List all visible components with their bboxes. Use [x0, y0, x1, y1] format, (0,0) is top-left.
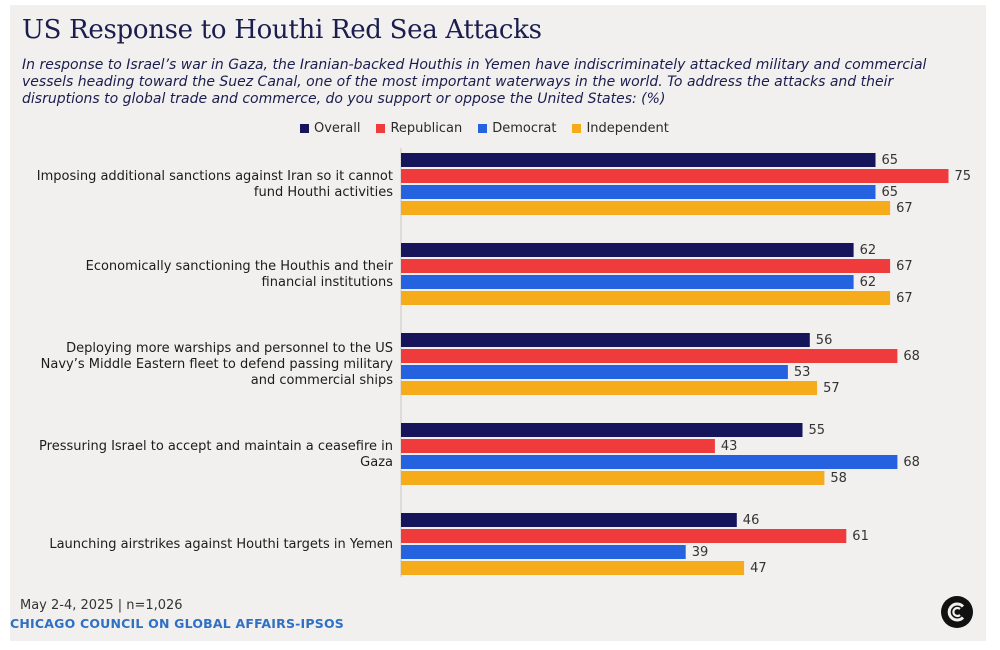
- bar-value-label: 56: [816, 333, 833, 348]
- bar-value-label: 43: [721, 439, 738, 454]
- bar-value-label: 65: [882, 185, 899, 200]
- chart-subtitle: In response to Israel’s war in Gaza, the…: [22, 57, 927, 107]
- bar-republican: [401, 169, 949, 183]
- legend-label: Independent: [586, 121, 669, 136]
- bar-value-label: 65: [882, 153, 899, 168]
- bar-republican: [401, 259, 891, 273]
- category-label-line: Economically sanctioning the Houthis and…: [86, 259, 394, 274]
- legend-item-democrat: Democrat: [478, 121, 556, 136]
- bar-overall: [401, 333, 810, 347]
- legend-swatch: [478, 124, 488, 133]
- bar-independent: [401, 381, 818, 395]
- bar-independent: [401, 291, 891, 305]
- bar-value-label: 61: [852, 529, 869, 544]
- bar-democrat: [401, 275, 854, 289]
- bar-value-label: 58: [830, 471, 847, 486]
- legend-swatch: [300, 124, 309, 133]
- bar-democrat: [401, 365, 788, 379]
- bar-independent: [401, 201, 891, 215]
- bar-overall: [401, 423, 803, 437]
- bar-value-label: 39: [692, 545, 709, 560]
- bar-value-label: 62: [860, 243, 877, 258]
- category-label-line: Gaza: [360, 455, 393, 470]
- bar-independent: [401, 561, 745, 575]
- legend-label: Republican: [390, 121, 463, 136]
- bar-value-label: 67: [896, 259, 913, 274]
- legend-item-republican: Republican: [376, 121, 462, 136]
- chart-card: US Response to Houthi Red Sea Attacks In…: [10, 5, 986, 641]
- chicago-council-logo-icon: [941, 596, 973, 628]
- bar-value-label: 67: [896, 201, 913, 216]
- legend-label: Democrat: [492, 121, 557, 136]
- chart-legend: Overall Republican Democrat Independent: [300, 121, 669, 136]
- category-label-line: Navy’s Middle Eastern fleet to defend pa…: [41, 357, 394, 372]
- category-label: Launching airstrikes against Houthi targ…: [49, 537, 393, 552]
- category-label-line: Pressuring Israel to accept and maintain…: [39, 439, 393, 454]
- bar-value-label: 46: [743, 513, 760, 528]
- legend-swatch: [376, 124, 386, 133]
- bar-value-label: 68: [903, 349, 920, 364]
- bar-democrat: [401, 455, 898, 469]
- bar-value-label: 47: [750, 561, 767, 576]
- category-label-line: fund Houthi activities: [254, 185, 393, 200]
- legend-label: Overall: [314, 121, 361, 136]
- category-label-line: Imposing additional sanctions against Ir…: [37, 169, 393, 184]
- source-credit: CHICAGO COUNCIL ON GLOBAL AFFAIRS-IPSOS: [10, 616, 344, 631]
- bar-overall: [401, 243, 854, 257]
- bar-value-label: 68: [903, 455, 920, 470]
- bar-overall: [401, 513, 737, 527]
- bar-democrat: [401, 545, 686, 559]
- legend-item-overall: Overall: [300, 121, 360, 136]
- bar-republican: [401, 439, 715, 453]
- bar-chart: Imposing additional sanctions against Ir…: [37, 148, 972, 577]
- legend-item-independent: Independent: [572, 121, 669, 136]
- category-label: Economically sanctioning the Houthis and…: [86, 259, 394, 290]
- bar-democrat: [401, 185, 876, 199]
- category-label-line: and commercial ships: [251, 373, 393, 388]
- category-label-line: financial institutions: [262, 275, 394, 290]
- bar-value-label: 53: [794, 365, 811, 380]
- bar-independent: [401, 471, 825, 485]
- category-label: Pressuring Israel to accept and maintain…: [39, 439, 393, 470]
- category-label: Deploying more warships and personnel to…: [41, 341, 394, 388]
- bar-value-label: 55: [809, 423, 826, 438]
- chart-title: US Response to Houthi Red Sea Attacks: [22, 15, 542, 45]
- category-label-line: Launching airstrikes against Houthi targ…: [49, 537, 393, 552]
- bar-value-label: 62: [860, 275, 877, 290]
- bar-value-label: 67: [896, 291, 913, 306]
- category-label: Imposing additional sanctions against Ir…: [37, 169, 393, 200]
- bar-overall: [401, 153, 876, 167]
- bar-value-label: 57: [823, 381, 840, 396]
- category-label-line: Deploying more warships and personnel to…: [66, 341, 393, 356]
- survey-date: May 2-4, 2025 | n=1,026: [20, 598, 183, 613]
- bar-value-label: 75: [955, 169, 972, 184]
- bar-republican: [401, 349, 898, 363]
- legend-swatch: [572, 124, 582, 133]
- bar-republican: [401, 529, 847, 543]
